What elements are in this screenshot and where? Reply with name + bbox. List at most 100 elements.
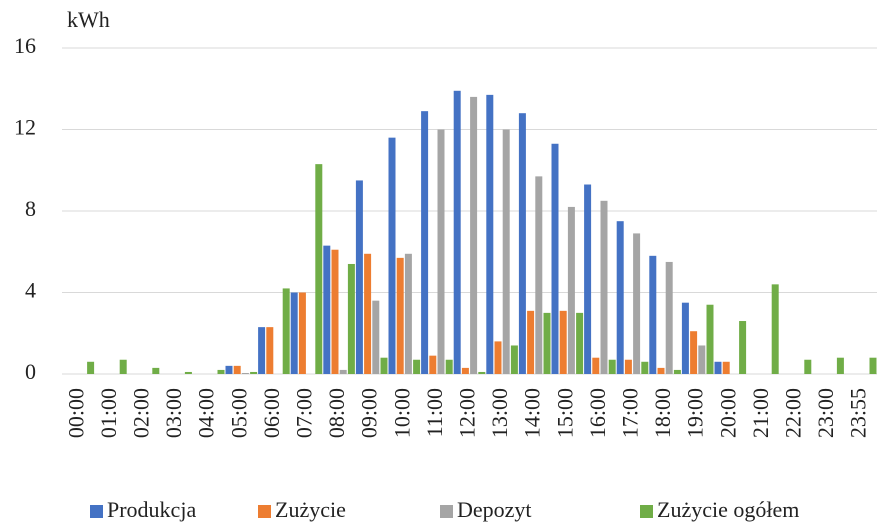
bar bbox=[567, 206, 575, 374]
bar bbox=[502, 129, 510, 374]
x-tick-label: 01:00 bbox=[96, 388, 121, 438]
legend-swatch bbox=[440, 505, 453, 518]
x-tick-label: 22:00 bbox=[781, 388, 806, 438]
x-tick-label: 02:00 bbox=[129, 388, 154, 438]
bar bbox=[429, 355, 437, 374]
bar bbox=[258, 327, 266, 374]
bar bbox=[282, 288, 290, 374]
bar bbox=[527, 310, 535, 374]
bar bbox=[266, 327, 274, 374]
bar bbox=[641, 361, 649, 374]
bar bbox=[152, 367, 160, 374]
x-tick-label: 18:00 bbox=[650, 388, 675, 438]
x-tick-label: 09:00 bbox=[357, 388, 382, 438]
bar bbox=[404, 253, 412, 374]
bar bbox=[649, 255, 657, 374]
bar bbox=[478, 371, 486, 374]
legend-label: Zużycie bbox=[275, 497, 346, 522]
legend-label: Zużycie ogółem bbox=[657, 497, 799, 522]
bar bbox=[714, 361, 722, 374]
bar bbox=[470, 96, 478, 375]
bar bbox=[184, 371, 192, 374]
bar bbox=[217, 369, 225, 374]
x-tick-label: 11:00 bbox=[422, 388, 447, 437]
bar bbox=[241, 372, 249, 374]
bar bbox=[486, 94, 494, 375]
y-tick-label: 12 bbox=[14, 115, 36, 140]
bar bbox=[722, 361, 730, 374]
bar bbox=[633, 233, 641, 374]
bar bbox=[681, 302, 689, 374]
x-tick-label: 19:00 bbox=[683, 388, 708, 438]
bar bbox=[624, 359, 632, 374]
bar bbox=[364, 253, 372, 374]
bar bbox=[739, 321, 747, 374]
x-tick-label: 16:00 bbox=[585, 388, 610, 438]
bar bbox=[298, 292, 306, 374]
bar bbox=[535, 176, 543, 374]
bar bbox=[559, 310, 567, 374]
bar bbox=[616, 221, 624, 374]
x-tick-label: 15:00 bbox=[552, 388, 577, 438]
bar bbox=[461, 367, 469, 374]
bar bbox=[323, 245, 331, 374]
x-tick-label: 00:00 bbox=[63, 388, 88, 438]
bar bbox=[600, 200, 608, 374]
bar bbox=[592, 357, 600, 374]
bar bbox=[551, 143, 559, 374]
bar bbox=[584, 184, 592, 374]
x-tick-label: 21:00 bbox=[748, 388, 773, 438]
bar bbox=[87, 361, 95, 374]
bar bbox=[413, 359, 421, 374]
bar bbox=[576, 312, 584, 374]
x-tick-label: 23:00 bbox=[813, 388, 838, 438]
bar bbox=[339, 369, 347, 374]
bar bbox=[372, 300, 380, 374]
x-tick-label: 13:00 bbox=[487, 388, 512, 438]
y-tick-label: 0 bbox=[25, 359, 36, 384]
bar bbox=[510, 345, 518, 374]
bar bbox=[331, 249, 339, 374]
bar bbox=[225, 365, 233, 374]
bar bbox=[380, 357, 388, 374]
x-tick-label: 14:00 bbox=[520, 388, 545, 438]
bar bbox=[690, 331, 698, 374]
bar bbox=[836, 357, 844, 374]
legend-swatch bbox=[90, 505, 103, 518]
bar bbox=[355, 180, 363, 374]
bar bbox=[421, 111, 429, 374]
bar bbox=[543, 312, 551, 374]
bar bbox=[608, 359, 616, 374]
bar bbox=[445, 359, 453, 374]
y-tick-label: 8 bbox=[25, 196, 36, 221]
bar bbox=[869, 357, 877, 374]
bar bbox=[396, 257, 404, 374]
y-tick-label: 4 bbox=[25, 278, 36, 303]
y-tick-label: 16 bbox=[14, 33, 36, 58]
legend-swatch bbox=[258, 505, 271, 518]
bar bbox=[347, 263, 355, 374]
bar bbox=[665, 261, 673, 374]
bar bbox=[706, 304, 714, 374]
x-tick-label: 07:00 bbox=[292, 388, 317, 438]
bar bbox=[119, 359, 127, 374]
x-tick-label: 03:00 bbox=[161, 388, 186, 438]
bar bbox=[315, 164, 323, 374]
bar bbox=[494, 341, 502, 374]
x-tick-label: 10:00 bbox=[389, 388, 414, 438]
bar bbox=[250, 371, 258, 374]
x-tick-label: 12:00 bbox=[455, 388, 480, 438]
x-tick-label: 17:00 bbox=[618, 388, 643, 438]
bar bbox=[388, 137, 396, 374]
x-tick-label: 04:00 bbox=[194, 388, 219, 438]
x-tick-label: 23:55 bbox=[846, 388, 871, 438]
legend-label: Depozyt bbox=[457, 497, 532, 522]
bar bbox=[233, 365, 241, 374]
bar bbox=[657, 367, 665, 374]
bar bbox=[771, 284, 779, 374]
bar bbox=[290, 292, 298, 374]
y-axis-title: kWh bbox=[67, 7, 110, 32]
x-tick-label: 06:00 bbox=[259, 388, 284, 438]
x-tick-label: 08:00 bbox=[324, 388, 349, 438]
